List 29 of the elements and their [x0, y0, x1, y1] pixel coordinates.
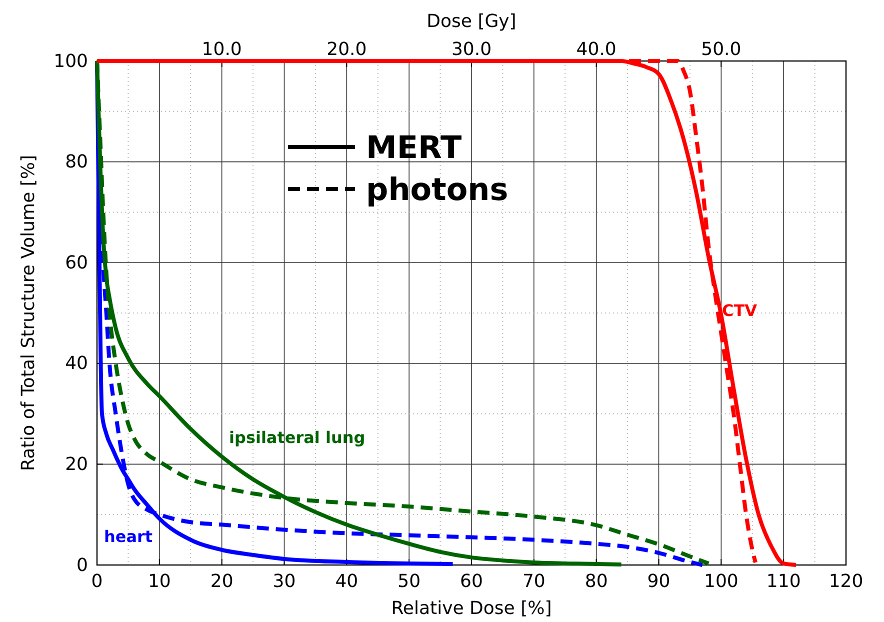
annotation: CTV	[722, 301, 758, 320]
y-tick-label: 100	[54, 50, 88, 72]
x-axis-title: Relative Dose [%]	[391, 598, 552, 619]
x-tick-label: 80	[584, 570, 608, 592]
x2-tick-label: 10.0	[202, 39, 242, 60]
y-tick-label: 80	[65, 152, 88, 173]
x-tick-label: 30	[272, 570, 296, 592]
x2-tick-label: 40.0	[576, 39, 616, 60]
x-tick-label: 70	[522, 570, 546, 592]
x-tick-label: 100	[704, 570, 738, 592]
x2-tick-label: 30.0	[451, 39, 492, 60]
x-tick-label: 20	[210, 570, 234, 592]
x-tick-label: 0	[91, 570, 103, 592]
x2-axis-title: Dose [Gy]	[426, 11, 516, 32]
x-tick-label: 40	[335, 570, 358, 592]
y-tick-label: 0	[76, 554, 88, 576]
x-tick-label: 60	[460, 570, 483, 592]
x2-tick-label: 50.0	[701, 39, 742, 60]
y-tick-label: 40	[65, 353, 88, 374]
annotation: heart	[104, 527, 153, 546]
x-tick-label: 110	[766, 570, 801, 592]
y-tick-label: 60	[65, 252, 88, 274]
y-axis-title: Ratio of Total Structure Volume [%]	[18, 154, 39, 472]
x-tick-label: 10	[148, 570, 171, 592]
x-tick-label: 90	[647, 570, 670, 592]
y-tick-label: 20	[65, 454, 88, 475]
x-tick-label: 50	[398, 570, 421, 592]
x2-tick-label: 20.0	[326, 39, 367, 60]
x-tick-label: 120	[828, 570, 864, 592]
